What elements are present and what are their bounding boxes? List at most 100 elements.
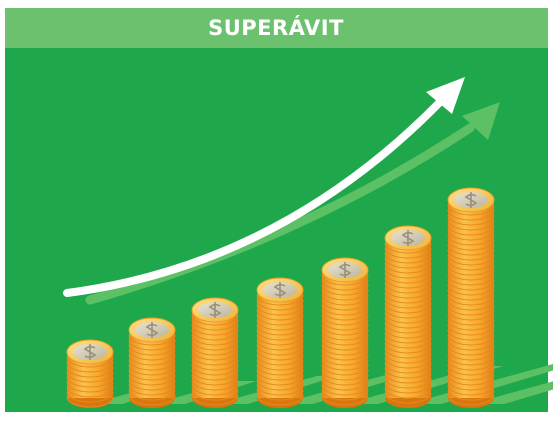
coin-edge xyxy=(447,314,495,326)
coin-edge xyxy=(128,379,176,391)
coin-edge xyxy=(384,347,432,359)
coin-edge xyxy=(384,372,432,384)
coin-edge xyxy=(321,364,369,376)
coin-edge xyxy=(384,257,432,269)
coin-edge xyxy=(384,252,432,264)
coin-edge xyxy=(321,344,369,356)
coin-edge xyxy=(321,284,369,296)
coin-edge xyxy=(66,381,114,393)
coin-edge xyxy=(191,339,239,351)
coin-edge xyxy=(321,279,369,291)
coin-edge xyxy=(384,357,432,369)
coin-edge xyxy=(256,304,304,316)
coin-edge xyxy=(384,327,432,339)
arrow-head xyxy=(426,77,465,114)
coin-shadow xyxy=(408,364,553,404)
coin-edge xyxy=(256,299,304,311)
coin-edge xyxy=(447,374,495,386)
coin-edge xyxy=(256,314,304,326)
coin-edge xyxy=(384,272,432,284)
arrow-shadow xyxy=(85,123,475,305)
coin-edge xyxy=(384,332,432,344)
coin-edge xyxy=(321,354,369,366)
coin-edge xyxy=(191,334,239,346)
coin-edge xyxy=(321,334,369,346)
coin-edge xyxy=(66,396,114,408)
coin-edge xyxy=(191,324,239,336)
coin-edge xyxy=(384,292,432,304)
coin-edge xyxy=(447,379,495,391)
coin-edge xyxy=(191,329,239,341)
coin-edge xyxy=(447,254,495,266)
coin-edge xyxy=(384,267,432,279)
coin-edge xyxy=(256,319,304,331)
coin-edge xyxy=(447,244,495,256)
coin-symbol xyxy=(145,322,159,338)
coin-edge xyxy=(321,394,369,406)
coin-edge xyxy=(191,319,239,331)
coin-edge xyxy=(447,229,495,241)
coin-edge xyxy=(384,312,432,324)
coin-edge xyxy=(66,361,114,373)
coin-edge xyxy=(256,379,304,391)
coin-edge xyxy=(447,339,495,351)
coin-edge xyxy=(321,319,369,331)
coin-edge xyxy=(447,369,495,381)
coin-edge xyxy=(66,371,114,383)
coin-edge xyxy=(447,304,495,316)
coin-symbol xyxy=(464,192,478,208)
coin-edge xyxy=(447,204,495,216)
coin-edge xyxy=(321,379,369,391)
coin-edge xyxy=(66,356,114,368)
coin-edge xyxy=(191,389,239,401)
coin-edge xyxy=(256,389,304,401)
coin-edge xyxy=(321,389,369,401)
coin-edge xyxy=(384,377,432,389)
coin-edge xyxy=(384,342,432,354)
coin-edge xyxy=(256,344,304,356)
coin-edge xyxy=(384,242,432,254)
coin-edge xyxy=(384,367,432,379)
coin-edge xyxy=(191,364,239,376)
coin-edge xyxy=(447,294,495,306)
coin-edge xyxy=(447,344,495,356)
coin-edge xyxy=(128,359,176,371)
coin-edge xyxy=(384,362,432,374)
coin-edge xyxy=(128,339,176,351)
coin-edge xyxy=(128,374,176,386)
coin-edge xyxy=(191,354,239,366)
coin-edge xyxy=(447,274,495,286)
coin-edge xyxy=(321,359,369,371)
coin-edge xyxy=(66,366,114,378)
coin-edge xyxy=(321,294,369,306)
coin-edge xyxy=(321,374,369,386)
coin-edge xyxy=(447,289,495,301)
title: SUPERÁVIT xyxy=(208,15,344,40)
coin-stack xyxy=(191,297,239,408)
coin-edge xyxy=(321,304,369,316)
coin-stack xyxy=(66,339,114,408)
coin-edge xyxy=(384,297,432,309)
coin-edge xyxy=(128,364,176,376)
coin-edge xyxy=(321,314,369,326)
coin-edge xyxy=(191,349,239,361)
coin-edge xyxy=(447,324,495,336)
coin-edge xyxy=(447,209,495,221)
coin-edge xyxy=(447,259,495,271)
coin-edge xyxy=(384,277,432,289)
coin-edge xyxy=(447,359,495,371)
coin-edge xyxy=(447,364,495,376)
coin-edge xyxy=(128,349,176,361)
coin-edge xyxy=(447,249,495,261)
coin-edge xyxy=(191,359,239,371)
coin-edge xyxy=(384,352,432,364)
coin-edge xyxy=(256,369,304,381)
arrow-shadow-head xyxy=(462,102,500,140)
coin-edge xyxy=(191,344,239,356)
coin-edge xyxy=(256,334,304,346)
coin-edge xyxy=(384,247,432,259)
coin-edge xyxy=(66,386,114,398)
coin-edge xyxy=(256,349,304,361)
coin-edge xyxy=(256,294,304,306)
